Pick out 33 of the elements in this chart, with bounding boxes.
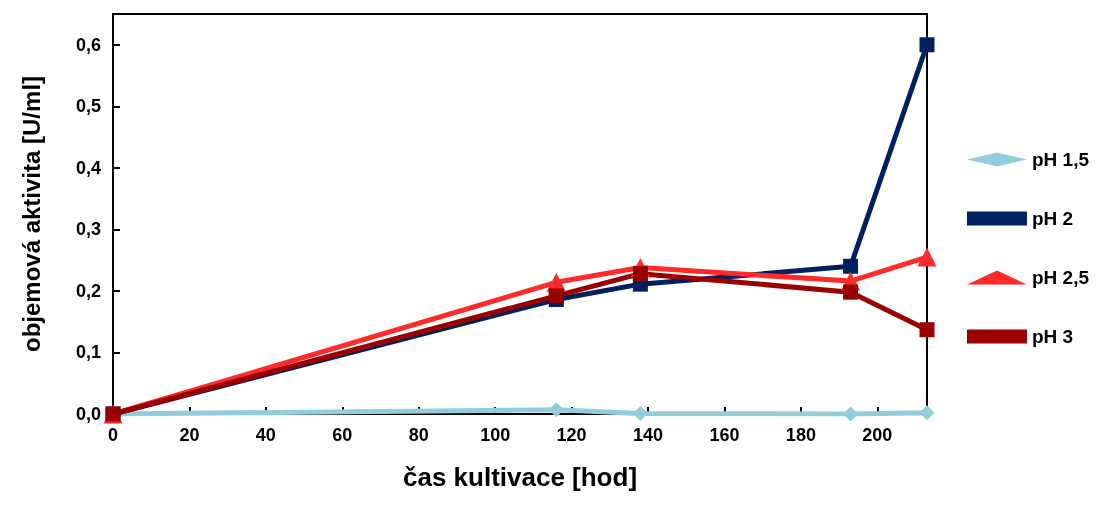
x-tick-label: 100 <box>480 425 511 445</box>
x-tick-label: 80 <box>408 425 429 445</box>
x-tick-label: 160 <box>709 425 740 445</box>
x-tick-label: 180 <box>785 425 816 445</box>
legend-label: pH 2,5 <box>1031 267 1090 288</box>
x-tick-label: 140 <box>633 425 664 445</box>
y-tick-label: 0,0 <box>75 404 101 424</box>
point <box>843 258 859 274</box>
x-tick-label: 40 <box>255 425 276 445</box>
y-tick-label: 0,3 <box>75 219 101 240</box>
point <box>548 288 564 304</box>
point <box>632 266 648 282</box>
y-tick-label: 0,6 <box>75 34 101 55</box>
y-tick-label: 0,1 <box>75 342 101 363</box>
legend-label: pH 1,5 <box>1031 149 1090 170</box>
x-tick-label: 120 <box>556 425 587 445</box>
point <box>919 322 935 338</box>
point <box>632 405 648 421</box>
point <box>919 37 935 53</box>
legend-label: pH 2 <box>1031 208 1074 229</box>
point <box>919 405 935 421</box>
x-axis-title: čas kultivace [hod] <box>402 462 638 492</box>
x-tick-label: 200 <box>862 425 893 445</box>
legend-label: pH 3 <box>1031 326 1074 347</box>
y-tick-label: 0,4 <box>75 157 101 178</box>
y-tick-label: 0,5 <box>75 96 101 117</box>
x-tick-label: 20 <box>179 425 200 445</box>
point <box>917 247 937 267</box>
x-tick-label: 0 <box>107 425 119 445</box>
point <box>843 284 859 300</box>
y-axis-title: objemová aktivita [U/ml] <box>17 75 45 353</box>
y-tick-label: 0,2 <box>75 280 101 301</box>
x-tick-label: 60 <box>332 425 353 445</box>
